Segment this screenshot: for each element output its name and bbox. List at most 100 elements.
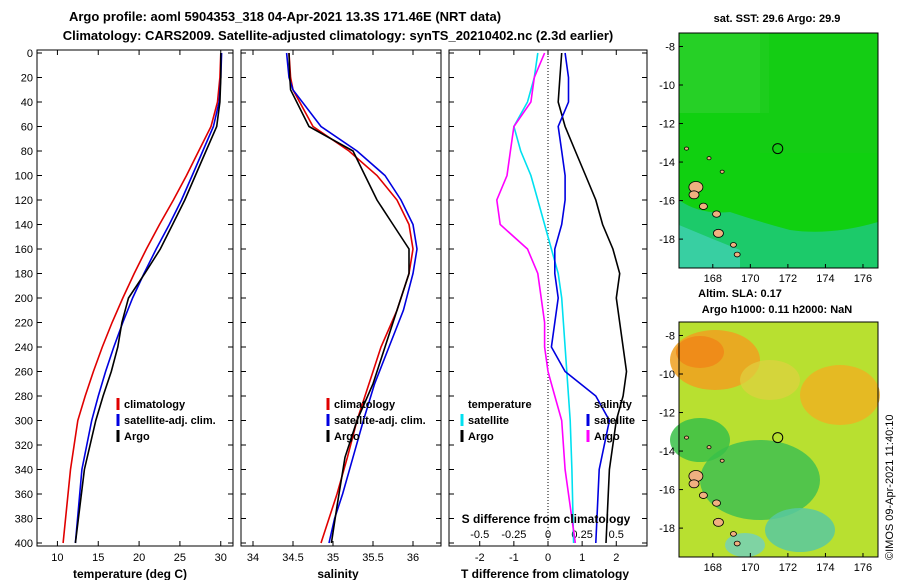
island	[706, 156, 712, 161]
depth-tick-label: 260	[15, 367, 33, 379]
s-diff-tick-label: 0.25	[571, 529, 592, 541]
difference-y-ticks	[449, 52, 647, 544]
map-lat-label: -10	[659, 369, 675, 381]
salinity-panel: 34 34.5 35 35.5 36 salinity climatology sate…	[240, 49, 442, 580]
legend-label-climatology: climatology	[124, 399, 186, 411]
depth-tick-label: 240	[15, 342, 33, 354]
island	[712, 210, 721, 218]
legend-label-s-argo: Argo	[594, 431, 620, 443]
island	[684, 435, 689, 440]
map-lon-label: 176	[854, 562, 872, 574]
map-lat-label: -18	[659, 523, 675, 535]
salinity-x-axis: 34 34.5 35 35.5 36	[247, 50, 419, 564]
island	[712, 499, 721, 507]
legend-label-satellite: satellite-adj. clim.	[334, 415, 426, 427]
sla-map-subtitle: Argo h1000: 0.11 h2000: NaN	[702, 304, 852, 316]
map-lat-label: -12	[659, 119, 675, 131]
legend-salinity-title: salinity	[594, 399, 633, 411]
depth-tick-label: 80	[21, 146, 33, 158]
sst-map: sat. SST: 29.6 Argo: 29.9 168 170 172 174 17…	[659, 13, 879, 285]
temperature-lines	[62, 52, 223, 544]
island	[713, 517, 724, 527]
sla-map-axes: 168 170 172 174 176 -8 -10 -12 -14 -16 -18	[659, 330, 872, 574]
legend-label-s-satellite: satellite	[594, 415, 635, 427]
map-lon-label: 174	[816, 273, 834, 285]
sla-low-area	[700, 440, 820, 520]
x-tick-label: 25	[174, 552, 186, 564]
x-tick-label: 35.5	[362, 552, 383, 564]
map-lat-label: -14	[659, 446, 675, 458]
sla-low-area	[725, 533, 765, 557]
series-satellite-adj-clim-	[285, 52, 418, 544]
sst-patch	[760, 33, 878, 153]
x-tick-label: 34.5	[282, 552, 303, 564]
series-argo	[288, 52, 410, 544]
sst-cool-area	[679, 225, 740, 268]
series-t-argo	[557, 52, 628, 544]
difference-legend: temperature satellite Argo salinity sate…	[460, 399, 635, 443]
sst-patch	[679, 33, 769, 113]
s-diff-tick-label: 0	[545, 529, 551, 541]
series-s-satellite	[495, 52, 577, 544]
island	[699, 202, 708, 210]
x-tick-label: 2	[613, 552, 619, 564]
map-lat-label: -12	[659, 408, 675, 420]
depth-tick-label: 100	[15, 171, 33, 183]
depth-tick-label: 320	[15, 440, 33, 452]
depth-tick-label: 300	[15, 416, 33, 428]
map-lat-label: -16	[659, 485, 675, 497]
series-s-argo	[550, 52, 611, 544]
depth-tick-label: 200	[15, 293, 33, 305]
depth-tick-label: 280	[15, 391, 33, 403]
series-climatology	[62, 52, 222, 544]
map-lon-label: 172	[779, 562, 797, 574]
depth-tick-label: 380	[15, 514, 33, 526]
x-tick-label: -1	[509, 552, 519, 564]
map-lat-label: -18	[659, 234, 675, 246]
series-satellite-adj-clim-	[74, 52, 223, 544]
island	[706, 445, 712, 450]
depth-tick-label: 20	[21, 73, 33, 85]
sla-map: Altim. SLA: 0.17 Argo h1000: 0.11 h2000:…	[659, 288, 880, 574]
temperature-x-axis: 10 15 20 25 30	[51, 50, 227, 564]
argo-position-marker	[772, 143, 784, 155]
header-line2: Climatology: CARS2009. Satellite-adjuste…	[63, 28, 614, 43]
sla-low-area	[765, 508, 835, 552]
map-lon-label: 170	[741, 273, 759, 285]
map-lon-label: 172	[779, 273, 797, 285]
argo-position-marker	[772, 432, 784, 444]
map-lat-label: -16	[659, 196, 675, 208]
temperature-plot-frame	[36, 49, 234, 547]
x-tick-label: 20	[133, 552, 145, 564]
sla-high-area	[676, 336, 724, 368]
x-tick-label: 34	[247, 552, 259, 564]
legend-label-satellite: satellite-adj. clim.	[124, 415, 216, 427]
depth-tick-label: 60	[21, 122, 33, 134]
island	[719, 169, 725, 174]
map-lon-label: 168	[704, 273, 722, 285]
x-tick-label: 35	[327, 552, 339, 564]
header-line1: Argo profile: aoml 5904353_318 04-Apr-20…	[69, 9, 501, 24]
island	[688, 190, 700, 200]
depth-tick-label: 400	[15, 538, 33, 550]
x-tick-label: 36	[407, 552, 419, 564]
temperature-legend: climatology satellite-adj. clim. Argo	[116, 398, 216, 443]
series-climatology	[288, 52, 414, 544]
depth-tick-label: 160	[15, 244, 33, 256]
depth-tick-label: 40	[21, 97, 33, 109]
difference-panel: -2 -1 0 1 2 -0.5 -0.25 0 0.25 0.5 T difference fr…	[448, 49, 648, 580]
x-tick-label: -2	[475, 552, 485, 564]
s-difference-label: S difference from climatology	[462, 512, 631, 526]
map-lat-label: -10	[659, 80, 675, 92]
s-diff-tick-label: -0.5	[470, 529, 489, 541]
salinity-y-ticks	[241, 52, 441, 544]
depth-tick-label: 0	[27, 48, 33, 60]
island	[730, 242, 737, 248]
salinity-legend: climatology satellite-adj. clim. Argo	[326, 398, 426, 443]
island	[688, 479, 700, 489]
map-lon-label: 168	[704, 562, 722, 574]
difference-lines	[495, 52, 628, 544]
island	[733, 540, 741, 547]
sla-high-area	[800, 365, 880, 425]
